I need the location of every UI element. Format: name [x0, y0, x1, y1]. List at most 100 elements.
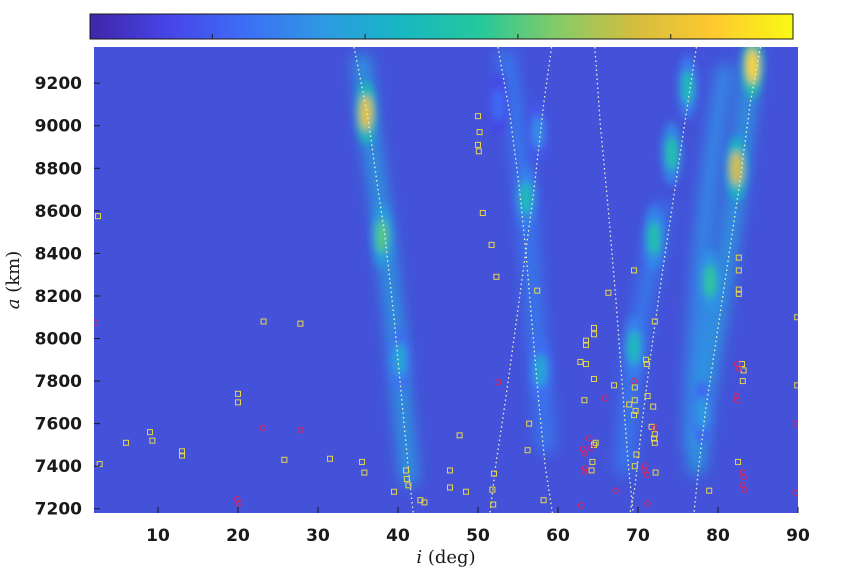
object-marker-square	[643, 356, 649, 363]
object-marker-square	[327, 455, 333, 462]
object-marker-square	[123, 439, 129, 446]
object-marker-square	[739, 378, 746, 385]
object-marker-square	[651, 435, 657, 442]
object-marker-square	[488, 241, 495, 248]
x-tick-label: 80	[706, 526, 730, 546]
object-marker-circle	[259, 424, 266, 432]
heatmap-hotspot	[628, 330, 640, 365]
object-marker-square	[540, 497, 547, 504]
object-marker-square	[493, 273, 500, 280]
resonance-curves	[353, 47, 762, 513]
object-marker-circle	[643, 471, 650, 478]
heatmap-hotspot	[696, 395, 708, 430]
resonance-curve	[693, 47, 762, 513]
object-marker-square	[534, 287, 541, 294]
object-marker-square	[735, 458, 741, 465]
object-marker-square	[583, 341, 589, 348]
resonance-curve	[489, 47, 553, 513]
object-marker-circle	[734, 360, 741, 368]
object-marker-circle	[602, 394, 609, 402]
object-marker-square	[524, 447, 531, 454]
object-marker-circle	[642, 462, 649, 470]
heatmap-hotspot	[534, 353, 547, 388]
x-axis-ticks: 10 20 30 40 50 60 70 80 90	[146, 507, 810, 546]
object-marker-square	[456, 432, 463, 439]
object-marker-square	[235, 399, 241, 406]
object-marker-square	[447, 467, 453, 474]
object-marker-square	[463, 488, 469, 495]
object-marker-square	[179, 448, 185, 455]
object-marker-square	[632, 407, 639, 414]
object-marker-square	[235, 390, 241, 397]
object-marker-square	[735, 290, 742, 297]
object-marker-square	[577, 358, 584, 365]
heatmap-ridge	[683, 63, 734, 454]
object-marker-circle	[579, 445, 586, 453]
object-marker-circle	[235, 500, 243, 507]
object-marker-square	[735, 267, 742, 274]
object-marker-square	[359, 458, 365, 465]
y-tick-label: 8200	[35, 287, 82, 307]
x-tick-label: 90	[786, 526, 810, 546]
object-marker-square	[735, 254, 742, 261]
y-axis-unit: (km)	[3, 251, 24, 299]
object-markers	[94, 113, 798, 509]
object-marker-circle	[582, 465, 589, 472]
object-marker-square	[591, 331, 597, 338]
object-marker-circle	[630, 377, 638, 385]
object-marker-circle	[581, 468, 588, 475]
object-marker-circle	[644, 500, 651, 507]
object-marker-square	[651, 318, 658, 325]
object-marker-square	[490, 501, 497, 508]
y-axis-ticks: 7200 7400 7600 7800 8000 8200 8400 8600 8800 9000…	[35, 74, 100, 520]
object-marker-square	[651, 431, 658, 438]
heatmap-hotspot	[492, 87, 504, 122]
object-marker-square	[591, 375, 597, 382]
object-marker-square	[631, 384, 638, 391]
object-marker-square	[644, 392, 651, 399]
x-tick-label: 40	[386, 526, 410, 546]
object-marker-square	[475, 113, 481, 120]
heatmap-hotspot	[648, 221, 660, 256]
object-marker-square	[405, 482, 412, 489]
x-tick-label: 20	[226, 526, 250, 546]
y-tick-label: 8600	[35, 202, 82, 222]
object-marker-square	[479, 209, 486, 216]
y-tick-label: 7200	[35, 500, 82, 520]
object-marker-square	[361, 469, 368, 476]
x-tick-label: 10	[146, 526, 170, 546]
y-axis-label: a (km)	[3, 251, 24, 309]
object-marker-square	[589, 458, 596, 465]
object-marker-square	[491, 470, 497, 477]
x-axis-label: i (deg)	[416, 547, 475, 568]
object-marker-square	[526, 420, 533, 427]
object-marker-square	[611, 382, 617, 389]
object-marker-circle	[587, 444, 594, 452]
heatmap-hotspot	[393, 342, 406, 377]
object-marker-square	[476, 129, 483, 136]
y-tick-label: 7600	[35, 415, 82, 435]
object-marker-circle	[581, 450, 588, 457]
object-marker-square	[403, 475, 410, 482]
heatmap-background	[94, 47, 798, 513]
object-marker-square	[643, 361, 650, 368]
object-marker-square	[581, 397, 588, 404]
object-marker-square	[650, 403, 657, 410]
y-tick-label: 9000	[35, 117, 82, 137]
object-marker-square	[95, 213, 101, 220]
object-marker-circle	[94, 319, 98, 326]
object-marker-square	[147, 429, 153, 436]
resonance-curve	[497, 47, 554, 513]
object-marker-square	[631, 267, 637, 274]
x-axis-symbol: i	[416, 547, 422, 568]
object-marker-square	[447, 484, 453, 491]
object-marker-circle	[741, 486, 748, 493]
y-tick-label: 8800	[35, 159, 82, 179]
object-marker-circle	[297, 426, 304, 434]
x-axis-unit: (deg)	[422, 547, 475, 568]
object-marker-square	[651, 439, 658, 446]
heatmap-hotspot	[360, 95, 372, 130]
object-marker-square	[489, 486, 496, 493]
object-marker-square	[648, 423, 655, 430]
